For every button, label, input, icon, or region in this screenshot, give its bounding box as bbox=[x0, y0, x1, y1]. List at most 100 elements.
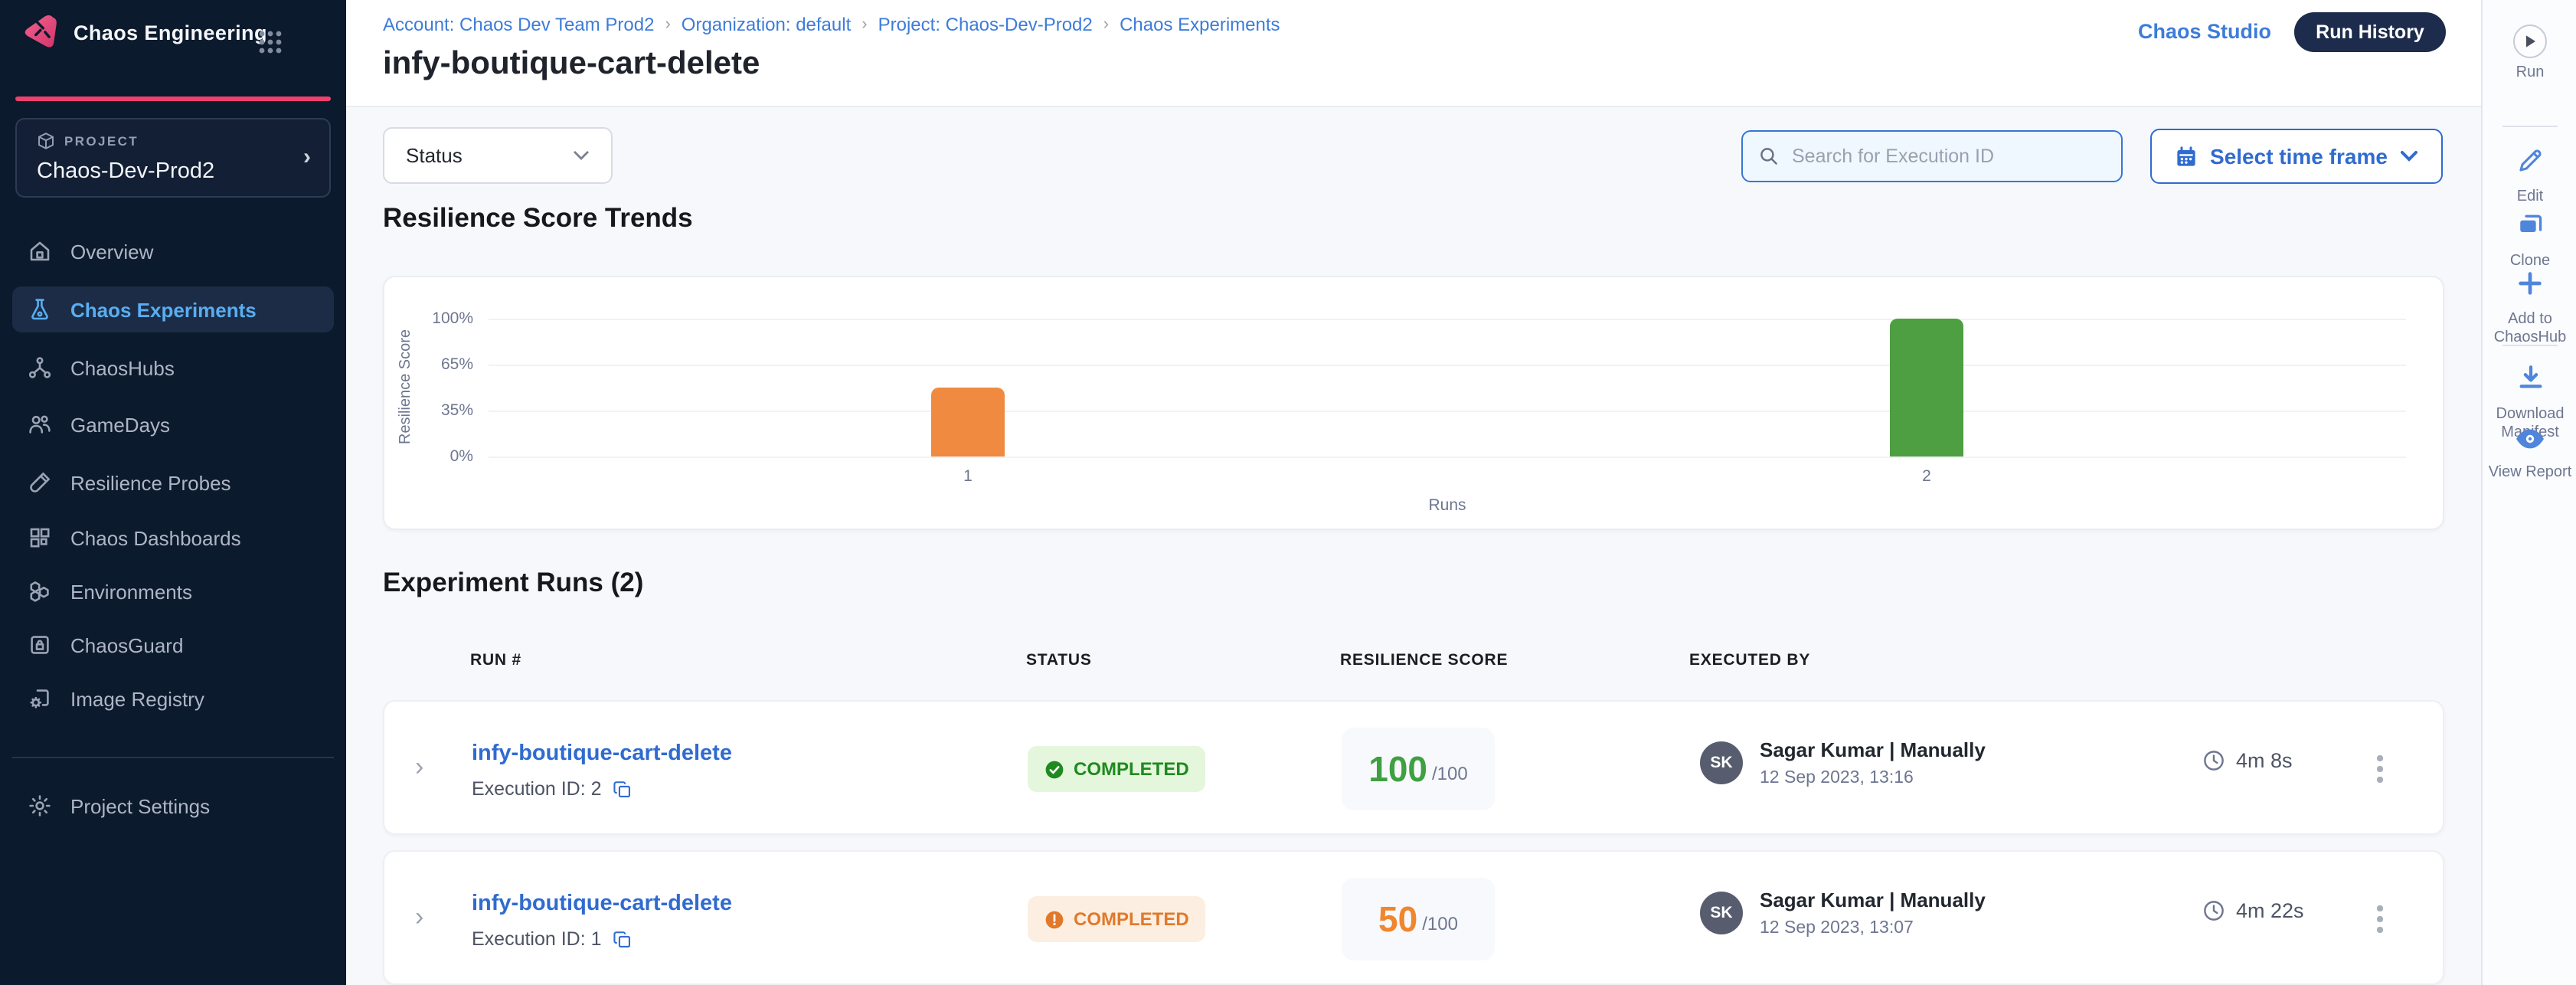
expand-row-icon[interactable]: › bbox=[415, 752, 424, 781]
row-menu-icon[interactable] bbox=[2366, 749, 2394, 789]
sidebar-item-environments[interactable]: Environments bbox=[12, 568, 334, 614]
chevron-right-icon: › bbox=[303, 144, 311, 170]
chart-bar bbox=[1890, 319, 1963, 457]
chart-ytick-label: 65% bbox=[440, 355, 473, 374]
run-name-link[interactable]: infy-boutique-cart-delete bbox=[472, 741, 732, 766]
sidebar-item-label: Environments bbox=[70, 580, 192, 603]
sidebar-item-resilience-probes[interactable]: Resilience Probes bbox=[12, 460, 334, 506]
gear-icon bbox=[29, 795, 51, 816]
apps-grid-icon[interactable] bbox=[257, 29, 283, 55]
project-selector[interactable]: PROJECT Chaos-Dev-Prod2 › bbox=[15, 118, 331, 198]
select-time-frame-label: Select time frame bbox=[2210, 144, 2388, 169]
chevron-down-icon bbox=[574, 151, 589, 160]
sidebar-item-image-registry[interactable]: Image Registry bbox=[12, 676, 334, 722]
run-row: › infy-boutique-cart-delete Execution ID… bbox=[383, 850, 2444, 985]
sidebar-divider bbox=[12, 757, 334, 758]
clone-icon bbox=[2519, 214, 2542, 232]
avatar: SK bbox=[1700, 741, 1743, 784]
breadcrumb: Account: Chaos Dev Team Prod2 › Organiza… bbox=[383, 14, 1280, 35]
breadcrumb-account[interactable]: Account: Chaos Dev Team Prod2 bbox=[383, 14, 655, 35]
breadcrumb-chaos-experiments[interactable]: Chaos Experiments bbox=[1120, 14, 1280, 35]
executed-by-name: Sagar Kumar | Manually bbox=[1760, 888, 1986, 911]
column-header-executed-by: EXECUTED BY bbox=[1689, 651, 1811, 669]
search-input[interactable] bbox=[1792, 146, 2098, 167]
flask-icon bbox=[31, 299, 48, 320]
status-filter-dropdown[interactable]: Status bbox=[383, 127, 613, 184]
sidebar-item-label: Image Registry bbox=[70, 687, 204, 710]
copy-icon[interactable] bbox=[613, 779, 633, 799]
avatar: SK bbox=[1700, 892, 1743, 934]
sidebar-item-overview[interactable]: Overview bbox=[12, 228, 334, 274]
executed-at: 12 Sep 2023, 13:07 bbox=[1760, 919, 1914, 938]
sidebar-item-chaosguard[interactable]: ChaosGuard bbox=[12, 622, 334, 668]
chart-gridline bbox=[489, 365, 2406, 366]
chart-ytick-label: 35% bbox=[440, 401, 473, 420]
sidebar-item-project-settings[interactable]: Project Settings bbox=[12, 783, 334, 829]
page-header: Account: Chaos Dev Team Prod2 › Organiza… bbox=[346, 0, 2481, 107]
row-menu-icon[interactable] bbox=[2366, 899, 2394, 939]
view-report-button[interactable]: View Report bbox=[2483, 427, 2576, 482]
sidebar-item-label: Overview bbox=[70, 240, 154, 263]
select-time-frame-button[interactable]: Select time frame bbox=[2150, 129, 2443, 184]
users-icon bbox=[29, 415, 51, 434]
play-icon bbox=[2526, 35, 2535, 47]
pencil-icon bbox=[2519, 149, 2541, 172]
chaos-logo-icon bbox=[25, 15, 57, 47]
project-label: PROJECT bbox=[64, 133, 139, 149]
chaos-studio-link[interactable]: Chaos Studio bbox=[2138, 20, 2271, 43]
hub-icon bbox=[28, 357, 51, 378]
copy-icon[interactable] bbox=[613, 929, 633, 949]
brand-underline bbox=[15, 97, 331, 101]
chart-y-axis-label: Resilience Score bbox=[397, 329, 414, 445]
chart-ytick-label: 0% bbox=[449, 447, 473, 466]
project-name: Chaos-Dev-Prod2 bbox=[37, 159, 215, 184]
sidebar-item-label: Chaos Dashboards bbox=[70, 526, 241, 549]
sidebar-item-label: GameDays bbox=[70, 413, 171, 436]
chart-xtick-label: 2 bbox=[1922, 467, 1931, 486]
experiment-runs-heading: Experiment Runs (2) bbox=[383, 567, 644, 597]
sidebar-item-chaoshubs[interactable]: ChaosHubs bbox=[12, 345, 334, 391]
status-badge: COMPLETED bbox=[1028, 746, 1206, 792]
expand-row-icon[interactable]: › bbox=[415, 902, 424, 931]
home-icon bbox=[30, 241, 50, 261]
main-content: Status Select time frame Re bbox=[346, 107, 2481, 985]
resilience-score-trends-heading: Resilience Score Trends bbox=[383, 202, 693, 233]
environments-icon bbox=[30, 581, 49, 602]
run-name-link[interactable]: infy-boutique-cart-delete bbox=[472, 892, 732, 916]
status-badge: COMPLETED bbox=[1028, 896, 1206, 942]
execution-id: Execution ID: 2 bbox=[472, 778, 602, 800]
probe-icon bbox=[30, 472, 51, 492]
rail-divider bbox=[2502, 126, 2558, 127]
alert-circle-icon bbox=[1045, 910, 1064, 928]
sidebar-item-gamedays[interactable]: GameDays bbox=[12, 401, 334, 447]
run-button[interactable]: Run bbox=[2483, 25, 2576, 82]
edit-button[interactable]: Edit bbox=[2483, 146, 2576, 206]
clone-button[interactable]: Clone bbox=[2483, 210, 2576, 270]
sidebar-item-chaos-experiments[interactable]: Chaos Experiments bbox=[12, 286, 334, 332]
sidebar-item-label: Resilience Probes bbox=[70, 471, 231, 494]
run-duration: 4m 8s bbox=[2202, 749, 2293, 772]
sidebar-item-chaos-dashboards[interactable]: Chaos Dashboards bbox=[12, 515, 334, 561]
chevron-right-icon: › bbox=[1103, 15, 1110, 34]
action-rail: Run Edit Clone Add to ChaosHub bbox=[2481, 0, 2576, 985]
chart-ytick-label: 100% bbox=[432, 309, 473, 328]
breadcrumb-project[interactable]: Project: Chaos-Dev-Prod2 bbox=[878, 14, 1093, 35]
clock-icon bbox=[2204, 901, 2224, 921]
run-row: › infy-boutique-cart-delete Execution ID… bbox=[383, 700, 2444, 835]
chevron-right-icon: › bbox=[665, 15, 671, 34]
plus-icon bbox=[2519, 272, 2542, 295]
sidebar-item-label: Project Settings bbox=[70, 794, 211, 817]
add-to-chaoshub-button[interactable]: Add to ChaosHub bbox=[2483, 270, 2576, 346]
chart-plot-area: 0% 35% 65% 100% 1 2 bbox=[432, 309, 2406, 486]
chart-gridline bbox=[489, 319, 2406, 320]
resilience-score: 100 /100 bbox=[1342, 728, 1495, 810]
run-label: Run bbox=[2516, 64, 2545, 81]
resilience-score-trends-chart: Resilience Score 0% 35% 65% 100% 1 2 Runs bbox=[383, 276, 2444, 530]
check-circle-icon bbox=[1045, 760, 1064, 778]
run-history-button[interactable]: Run History bbox=[2294, 12, 2446, 52]
search-icon bbox=[1760, 148, 1777, 165]
breadcrumb-organization[interactable]: Organization: default bbox=[681, 14, 852, 35]
image-registry-icon bbox=[30, 689, 49, 708]
cube-icon bbox=[38, 133, 54, 149]
